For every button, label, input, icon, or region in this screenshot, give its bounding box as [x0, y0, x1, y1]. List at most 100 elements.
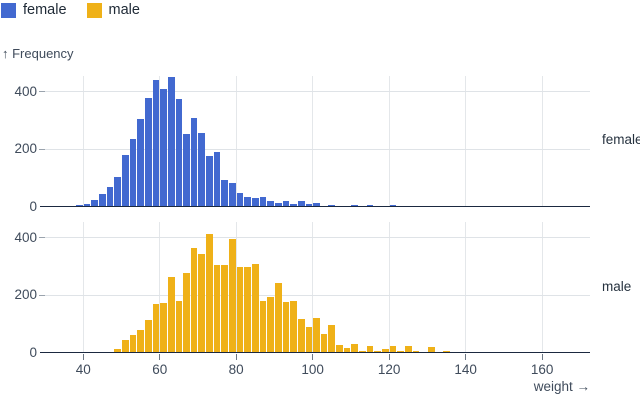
- x-tick-label: 40: [75, 362, 91, 377]
- histogram-bar: [167, 76, 175, 207]
- histogram-bar: [236, 193, 244, 207]
- histogram-bar: [328, 325, 336, 353]
- x-gridline: [159, 222, 161, 353]
- histogram-bar: [427, 346, 435, 353]
- histogram-bar: [121, 155, 129, 207]
- histogram-bar: [267, 200, 274, 207]
- histogram-bar: [221, 179, 229, 207]
- histogram-bar: [160, 303, 167, 353]
- y-gridline: [40, 148, 590, 150]
- x-tick-mark: [312, 354, 314, 360]
- histogram-bar: [313, 202, 320, 207]
- histogram-bar: [343, 347, 351, 353]
- histogram-bar: [190, 248, 198, 353]
- histogram-bar: [198, 132, 206, 207]
- x-gridline: [465, 76, 467, 207]
- histogram-bar: [244, 267, 251, 353]
- x-tick-mark: [235, 354, 237, 360]
- histogram-bar: [404, 346, 412, 353]
- y-tick-label: 400: [14, 229, 37, 245]
- histogram-bar: [175, 99, 183, 207]
- histogram-bar: [290, 300, 297, 353]
- x-tick-label: 80: [228, 362, 244, 377]
- histogram-bar: [229, 238, 236, 353]
- x-gridline: [312, 222, 314, 353]
- histogram-bar: [129, 334, 137, 353]
- histogram-bar: [297, 319, 305, 353]
- histogram-bar: [183, 273, 190, 353]
- x-tick-mark: [465, 354, 467, 360]
- x-gridline: [82, 76, 84, 207]
- legend-label-female: female: [23, 2, 67, 18]
- histogram-bar: [259, 197, 267, 207]
- histogram-bar: [114, 348, 121, 353]
- histogram-bar: [274, 202, 282, 207]
- x-gridline: [388, 76, 390, 207]
- histogram-bar: [83, 203, 91, 207]
- histogram-bar: [137, 329, 144, 353]
- histogram-bar: [251, 198, 259, 207]
- histogram-bar: [160, 88, 167, 207]
- x-gridline: [465, 222, 467, 353]
- legend-item-female: female: [1, 3, 67, 18]
- histogram-bar: [175, 301, 183, 353]
- legend-label-male: male: [108, 2, 140, 18]
- y-tick-mark: [39, 294, 45, 296]
- histogram-bar: [221, 264, 229, 353]
- histogram-bar: [320, 333, 328, 353]
- histogram-bar: [389, 345, 397, 353]
- histogram-bar: [121, 340, 129, 353]
- y-gridline: [40, 237, 590, 239]
- histogram-bar: [305, 326, 313, 353]
- facet-female: 0 200 400: [0, 76, 640, 214]
- histogram-bar: [297, 200, 305, 207]
- x-tick-label: 140: [454, 362, 477, 377]
- x-gridline: [82, 222, 84, 353]
- x-gridline: [235, 76, 237, 207]
- histogram-bar: [282, 301, 290, 353]
- histogram-bar: [267, 296, 274, 353]
- x-axis-title: weight →: [533, 379, 590, 394]
- histogram-bar: [152, 303, 160, 353]
- y-tick-label: 400: [14, 83, 37, 99]
- x-tick-label: 100: [301, 362, 324, 377]
- legend-item-male: male: [86, 2, 140, 18]
- histogram-bar: [366, 345, 374, 353]
- histogram-bar: [144, 319, 152, 353]
- histogram-bar: [206, 155, 213, 207]
- histogram-bar: [206, 234, 213, 353]
- histogram-bar: [382, 349, 389, 353]
- x-gridline: [388, 222, 390, 353]
- y-tick-mark: [39, 237, 45, 239]
- legend-swatch-male: [86, 3, 102, 18]
- histogram-bar: [167, 276, 175, 353]
- histogram-bar: [114, 176, 121, 207]
- legend: female male: [1, 3, 140, 18]
- facet-label-male: male: [602, 278, 632, 294]
- histogram-bar: [282, 201, 290, 207]
- x-tick-label: 60: [152, 362, 168, 377]
- legend-swatch-female: [1, 3, 16, 18]
- histogram-bar: [290, 203, 297, 207]
- y-tick-label: 200: [14, 287, 37, 303]
- histogram-bar: [313, 317, 320, 353]
- histogram-bar: [106, 186, 114, 207]
- x-tick-mark: [541, 354, 543, 360]
- histogram-bar: [144, 97, 152, 207]
- zero-baseline: [40, 351, 590, 354]
- x-tick-mark: [388, 354, 390, 360]
- x-axis: 40 60 80 100 120 140 160 weight →: [0, 353, 640, 410]
- y-tick-mark: [39, 91, 45, 93]
- x-gridline: [235, 222, 237, 353]
- y-tick-label: 0: [29, 345, 37, 360]
- histogram-bar: [183, 134, 190, 207]
- y-tick-label: 0: [29, 199, 37, 214]
- histogram-bar: [305, 204, 313, 207]
- histogram-bar: [137, 119, 144, 207]
- histogram-bar: [99, 194, 106, 207]
- x-tick-mark: [159, 354, 161, 360]
- histogram-bar: [251, 263, 259, 353]
- y-gridline: [40, 91, 590, 93]
- histogram-bar: [236, 266, 244, 353]
- y-axis-title: ↑ Frequency: [2, 46, 74, 61]
